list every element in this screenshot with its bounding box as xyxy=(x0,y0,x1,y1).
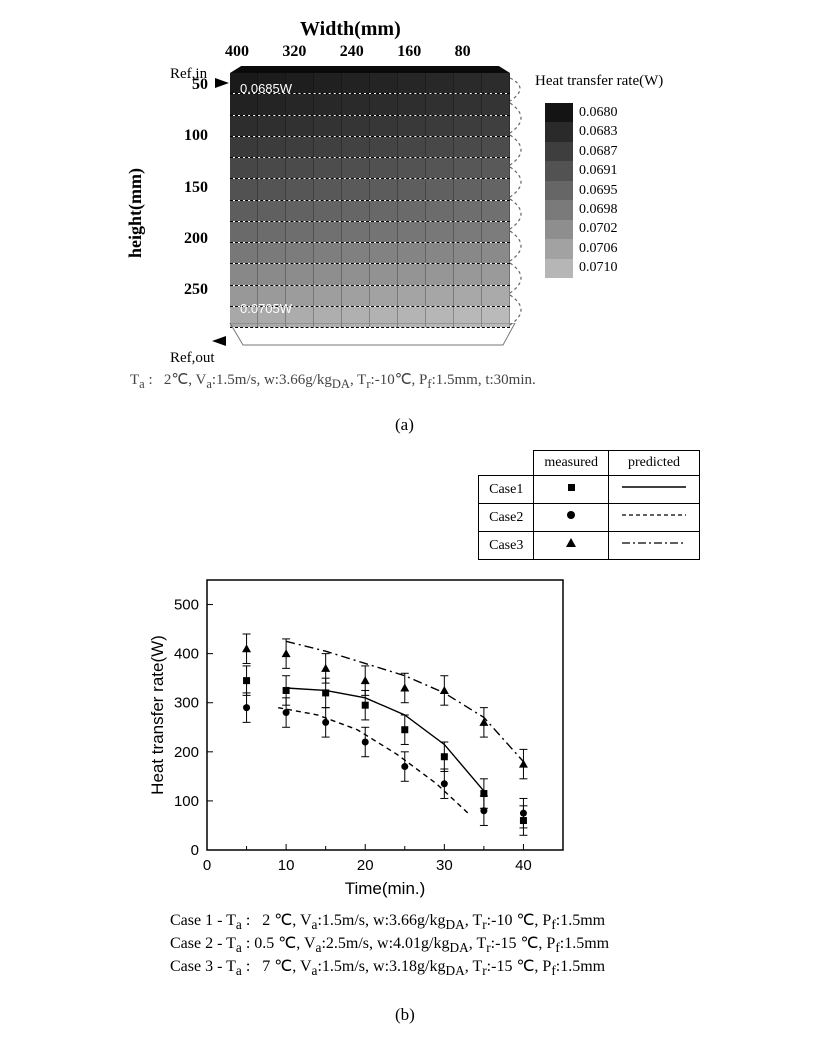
svg-text:30: 30 xyxy=(436,857,453,874)
heatmap-top-face xyxy=(230,66,510,73)
heatmap-base-wire xyxy=(225,323,525,353)
colorbar-label: 0.0698 xyxy=(579,202,618,218)
colorbar-label: 0.0691 xyxy=(579,163,618,179)
colorbar-label: 0.0710 xyxy=(579,260,618,276)
subfig-b-label: (b) xyxy=(395,1005,415,1025)
legend-case2-line xyxy=(609,504,700,532)
legend-case2-marker xyxy=(534,504,609,532)
colorbar-segment xyxy=(545,239,573,258)
heatmap-edge-curls xyxy=(510,73,540,328)
colorbar-segment xyxy=(545,181,573,200)
figure-b: measured predicted Case1 Case2 Case3 0 10… xyxy=(90,450,730,1010)
colorbar-label: 0.0683 xyxy=(579,124,618,140)
width-tick: 240 xyxy=(340,43,364,61)
colorbar-label: 0.0695 xyxy=(579,183,618,199)
svg-text:200: 200 xyxy=(174,744,199,761)
svg-text:20: 20 xyxy=(357,857,374,874)
colorbar-segment xyxy=(545,122,573,141)
colorbar-segment xyxy=(545,200,573,219)
heatmap-top-value: 0.0685W xyxy=(240,81,292,96)
width-tick: 160 xyxy=(397,43,421,61)
svg-text:40: 40 xyxy=(515,857,532,874)
width-tick: 400 xyxy=(225,43,249,61)
heatmap-bottom-value: 0.0705W xyxy=(240,301,292,316)
svg-text:400: 400 xyxy=(174,646,199,663)
figure-a-caption: Ta : 2℃, Va:1.5m/s, w:3.66g/kgDA, Tr:-10… xyxy=(130,370,536,392)
case2-caption: Case 2 - Ta : 0.5 ℃, Va:2.5m/s, w:4.01g/… xyxy=(170,933,609,956)
chart-b-svg: 0102030400100200300400500Time(min.)Heat … xyxy=(145,570,575,900)
chart-b: 0102030400100200300400500Time(min.)Heat … xyxy=(145,570,575,900)
svg-text:Heat transfer rate(W): Heat transfer rate(W) xyxy=(148,635,167,795)
height-tick: 200 xyxy=(168,230,208,248)
legend-case3-line xyxy=(609,532,700,560)
legend-header-predicted: predicted xyxy=(609,451,700,476)
height-tick: 150 xyxy=(168,179,208,197)
colorbar-segment xyxy=(545,161,573,180)
svg-text:0: 0 xyxy=(203,857,211,874)
case3-caption: Case 3 - Ta : 7 ℃, Va:1.5m/s, w:3.18g/kg… xyxy=(170,956,605,979)
svg-text:500: 500 xyxy=(174,597,199,614)
svg-text:0: 0 xyxy=(191,842,199,859)
ref-out-label: Ref,out xyxy=(170,350,215,367)
colorbar-label: 0.0702 xyxy=(579,221,618,237)
legend-case2-name: Case2 xyxy=(479,504,534,532)
svg-text:Time(min.): Time(min.) xyxy=(345,879,426,898)
legend-table: measured predicted Case1 Case2 Case3 xyxy=(478,450,700,560)
legend-case3-marker xyxy=(534,532,609,560)
legend-case3-name: Case3 xyxy=(479,532,534,560)
legend-case1-marker xyxy=(534,476,609,504)
ref-in-label: Ref,in xyxy=(170,66,207,83)
colorbar-segment xyxy=(545,259,573,278)
colorbar-label: 0.0680 xyxy=(579,105,618,121)
svg-text:100: 100 xyxy=(174,793,199,810)
caption-a-ta: Ta : 2℃, Va:1.5m/s, w:3.66g/kgDA, Tr:-10… xyxy=(130,372,536,388)
legend-case1-line xyxy=(609,476,700,504)
width-axis-title: Width(mm) xyxy=(300,18,401,41)
colorbar-title: Heat transfer rate(W) xyxy=(535,73,663,90)
colorbar-label: 0.0706 xyxy=(579,241,618,257)
svg-text:10: 10 xyxy=(278,857,295,874)
figure-a: Width(mm) 40032024016080 height(mm) 5010… xyxy=(130,18,690,408)
width-tick: 80 xyxy=(455,43,471,61)
height-tick: 250 xyxy=(168,281,208,299)
colorbar-label: 0.0687 xyxy=(579,144,618,160)
subfig-a-label: (a) xyxy=(395,415,414,435)
svg-text:300: 300 xyxy=(174,695,199,712)
ref-in-arrow-icon xyxy=(215,78,229,88)
colorbar-segment xyxy=(545,220,573,239)
colorbar: 0.0680 0.0683 0.0687 0.0691 0.0695 0.0698 0.07… xyxy=(545,103,665,278)
height-tick: 100 xyxy=(168,127,208,145)
width-tick: 320 xyxy=(282,43,306,61)
case1-caption: Case 1 - Ta : 2 ℃, Va:1.5m/s, w:3.66g/kg… xyxy=(170,910,605,933)
height-axis-title: height(mm) xyxy=(125,168,146,258)
legend-case1-name: Case1 xyxy=(479,476,534,504)
ref-out-arrow-icon xyxy=(212,336,226,346)
colorbar-segment xyxy=(545,142,573,161)
legend-header-measured: measured xyxy=(534,451,609,476)
heatmap xyxy=(230,73,510,328)
colorbar-segment xyxy=(545,103,573,122)
